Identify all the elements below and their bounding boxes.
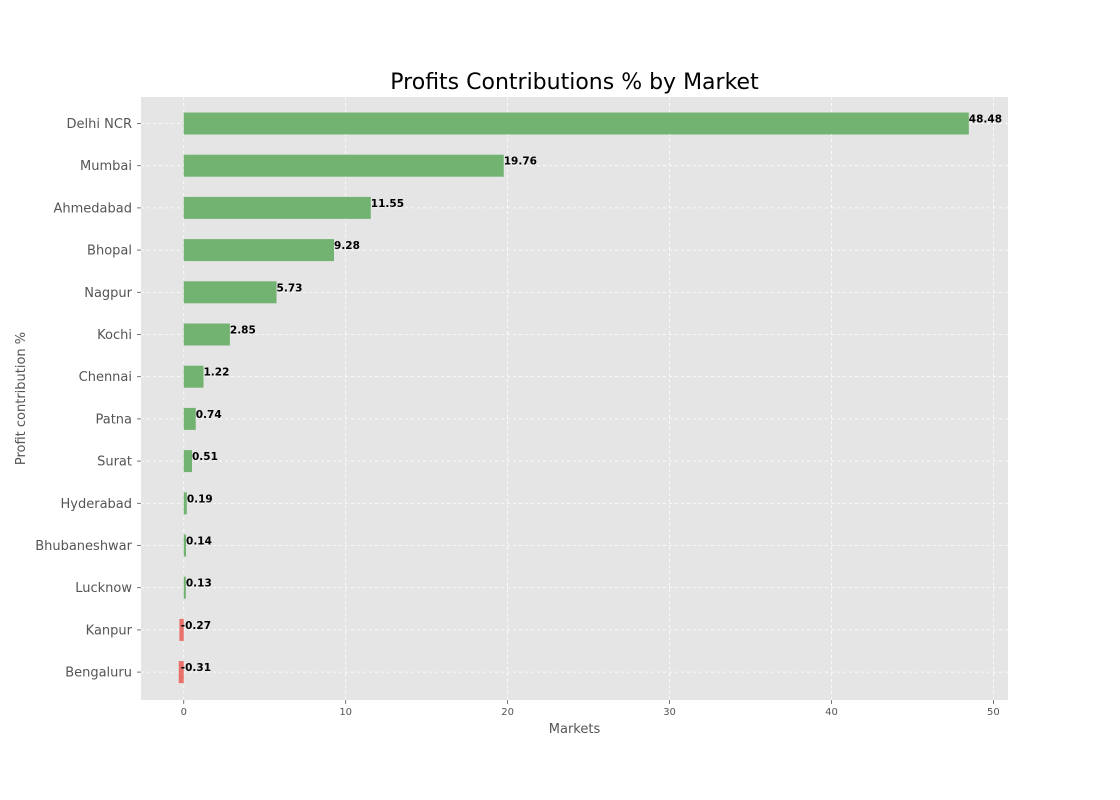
category-label: Hyderabad <box>61 497 133 512</box>
category-label: Lucknow <box>75 581 132 596</box>
category-label: Bengaluru <box>65 666 132 681</box>
data-label: 11.55 <box>371 198 404 210</box>
data-label: -0.31 <box>181 662 211 674</box>
data-label: 0.14 <box>186 536 212 548</box>
bar-lucknow <box>183 576 186 599</box>
bar-kochi <box>183 323 230 346</box>
bar-bengaluru <box>178 661 184 684</box>
category-label: Delhi NCR <box>67 117 132 132</box>
x-tick-label: 10 <box>339 707 352 718</box>
bar-kanpur <box>179 618 184 641</box>
x-tick-label: 50 <box>987 707 1000 718</box>
bar-hyderabad <box>183 492 187 515</box>
data-label: -0.27 <box>181 620 211 632</box>
data-label: 1.22 <box>204 367 230 379</box>
bar-mumbai <box>183 154 504 177</box>
category-label: Ahmedabad <box>54 201 132 216</box>
plot-area <box>141 97 1008 700</box>
data-labels: 48.48 19.76 11.55 9.28 5.73 2.85 1.22 0.74 0.51 0… <box>181 114 1002 675</box>
bar-nagpur <box>183 281 277 304</box>
category-label: Surat <box>97 455 132 470</box>
bar-bhopal <box>183 239 335 262</box>
data-label: 2.85 <box>230 325 256 337</box>
bars <box>178 112 969 684</box>
bar-delhi-ncr <box>183 112 969 135</box>
bar-surat <box>183 450 193 473</box>
bar-ahmedabad <box>183 196 371 219</box>
category-label: Nagpur <box>84 286 132 301</box>
y-axis-title: Profit contribution % <box>14 332 29 465</box>
bar-chennai <box>183 365 204 388</box>
data-label: 48.48 <box>969 114 1002 126</box>
bar-patna <box>183 407 196 430</box>
y-axis: Delhi NCR Mumbai Ahmedabad Bhopal Nagpur Koch… <box>35 117 141 681</box>
data-label: 0.13 <box>186 578 212 590</box>
bar-bhubaneshwar <box>183 534 187 557</box>
x-axis: 0 10 20 30 40 50 <box>181 700 1000 718</box>
data-label: 5.73 <box>277 282 303 294</box>
x-tick-label: 40 <box>825 707 838 718</box>
x-tick-label: 20 <box>501 707 514 718</box>
category-label: Mumbai <box>80 159 132 174</box>
x-tick-label: 0 <box>181 707 187 718</box>
x-tick-label: 30 <box>663 707 676 718</box>
chart-title: Profits Contributions % by Market <box>390 70 759 95</box>
category-label: Chennai <box>79 370 132 385</box>
data-label: 0.19 <box>187 493 213 505</box>
data-label: 0.51 <box>192 451 218 463</box>
category-label: Kochi <box>97 328 132 343</box>
data-label: 9.28 <box>334 240 360 252</box>
category-label: Kanpur <box>86 623 133 638</box>
x-axis-title: Markets <box>549 722 601 737</box>
data-label: 19.76 <box>504 156 537 168</box>
category-label: Patna <box>95 412 132 427</box>
category-label: Bhubaneshwar <box>35 539 132 554</box>
category-label: Bhopal <box>87 244 132 259</box>
data-label: 0.74 <box>196 409 222 421</box>
